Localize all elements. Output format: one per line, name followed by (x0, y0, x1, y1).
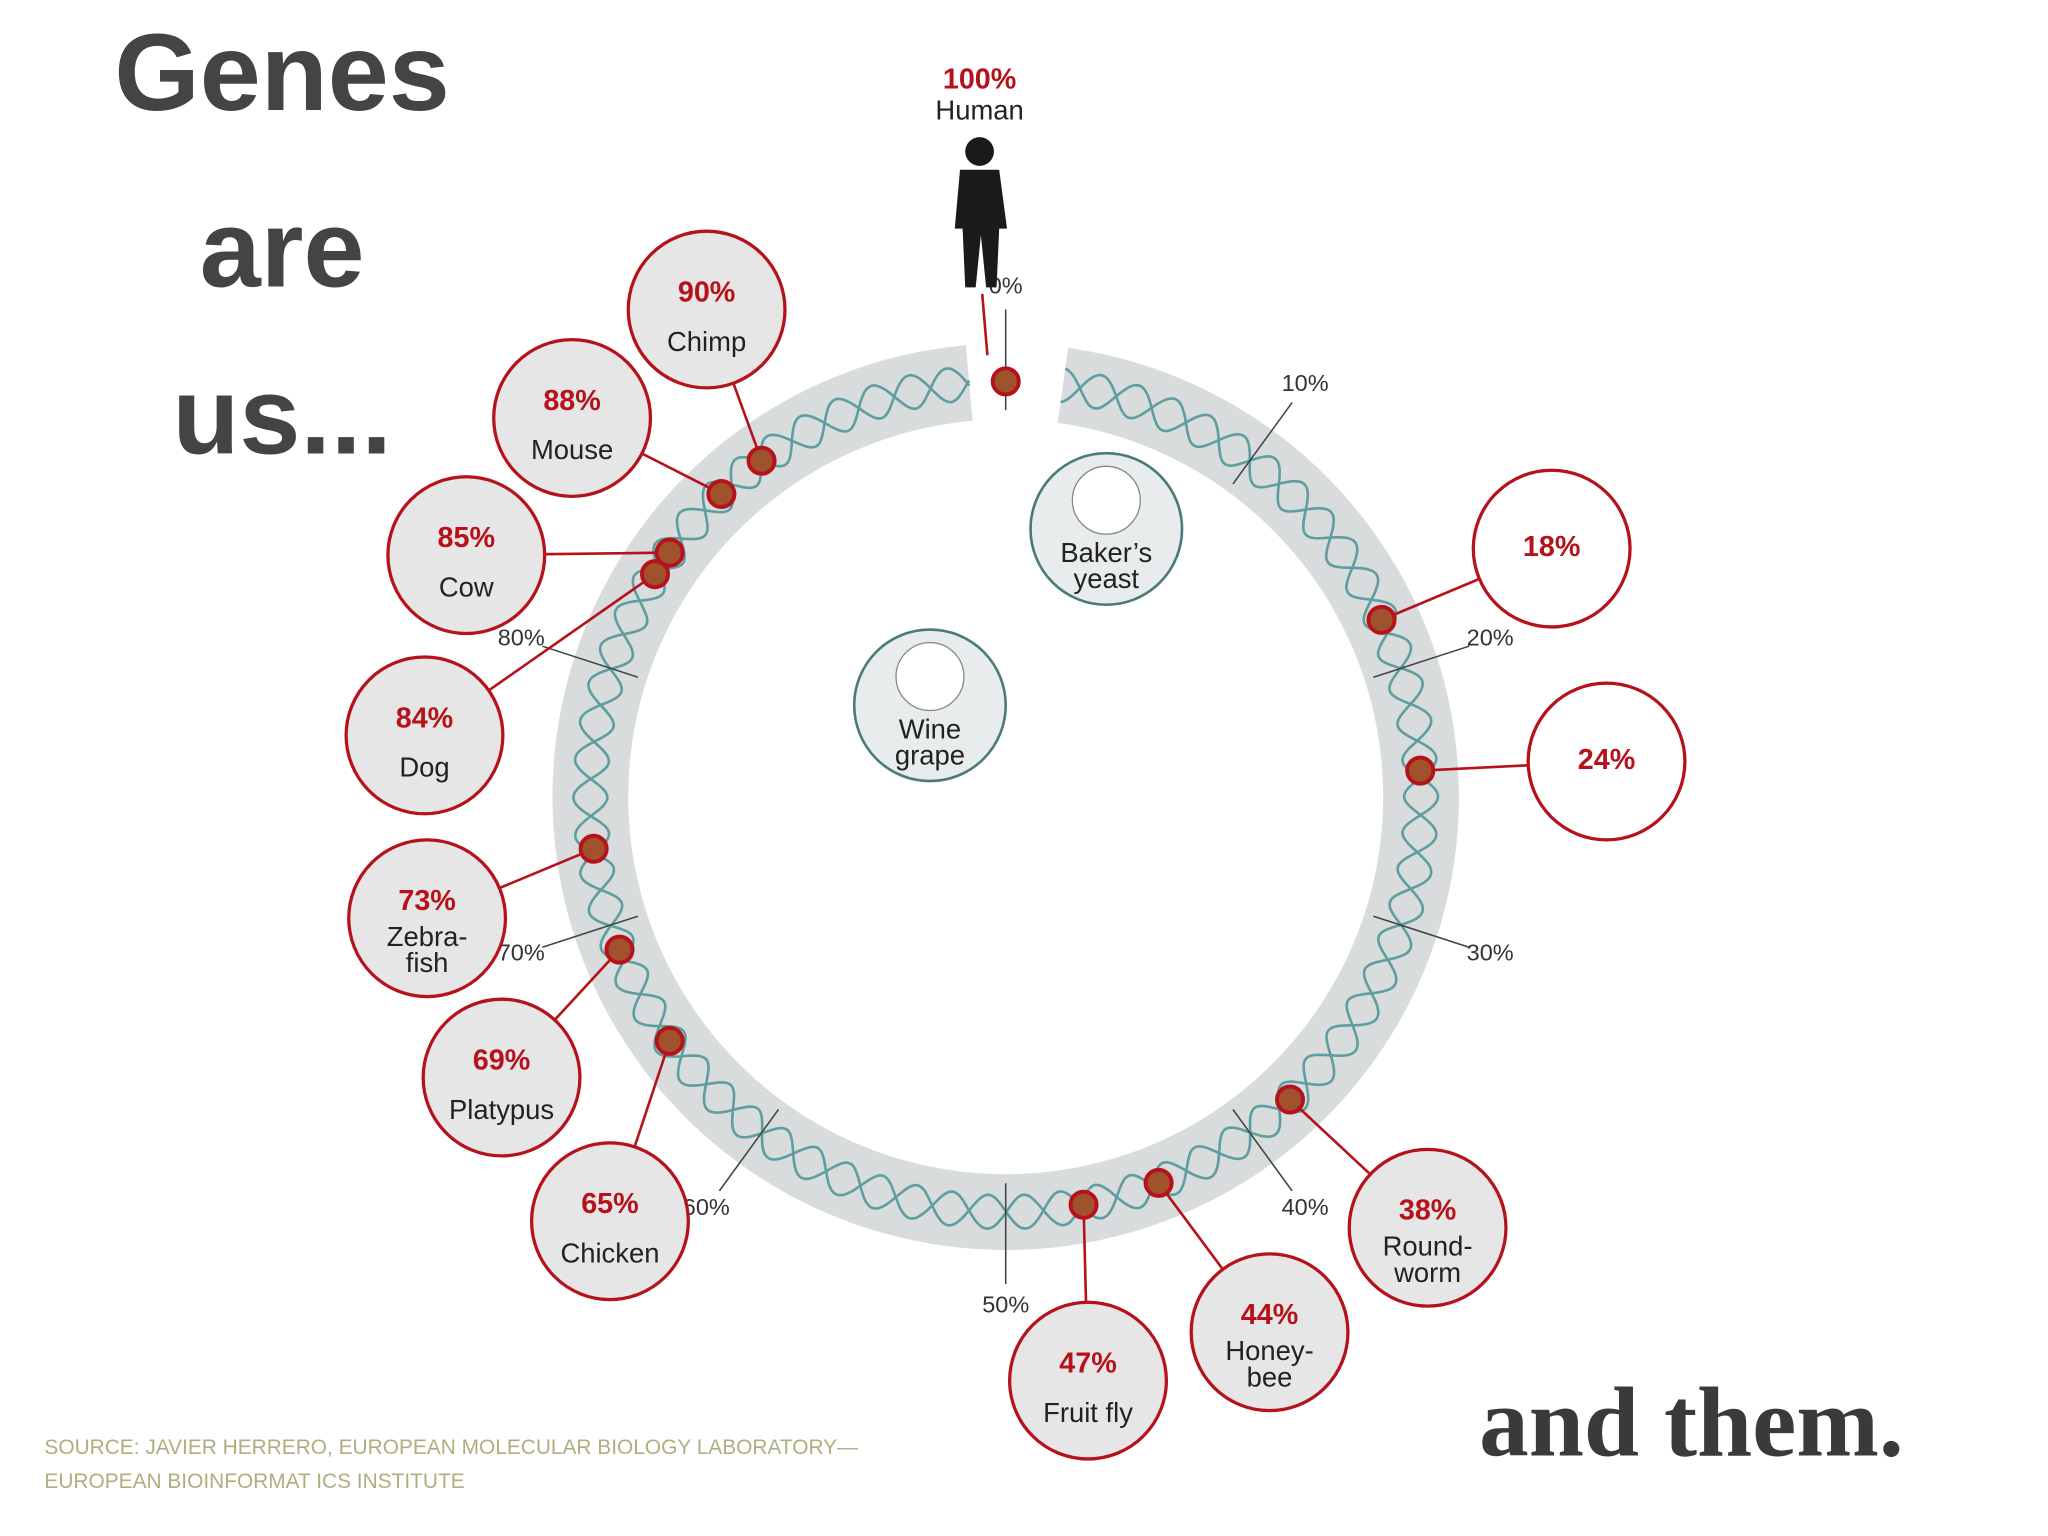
ring-tick (542, 915, 639, 949)
species-percent: 24% (1578, 744, 1635, 776)
species-circle (1008, 1300, 1168, 1461)
title-line: Genes (114, 12, 449, 134)
species-circle (1471, 468, 1632, 629)
marker (640, 559, 671, 590)
marker (1366, 604, 1397, 635)
marker (1068, 1189, 1099, 1220)
species-label: Dog (399, 752, 449, 783)
connector (1381, 577, 1480, 622)
species-label: Chimp (667, 326, 746, 357)
human-figure (954, 137, 1008, 288)
ring-tick-label: 40% (1282, 1194, 1329, 1220)
species-label: Mouse (531, 434, 613, 465)
ring-tick-label: 60% (683, 1194, 730, 1220)
ring-tick-label: 30% (1467, 939, 1514, 965)
connector (553, 948, 621, 1021)
organism-label: Wine grape (895, 714, 965, 771)
connector (633, 1040, 671, 1148)
species-circle (1347, 1147, 1508, 1308)
ring-tick-label: 20% (1467, 625, 1514, 651)
species-percent: 84% (396, 702, 453, 734)
connector (980, 293, 989, 356)
species-circle (421, 997, 582, 1158)
ring-tick-label: 10% (1282, 370, 1329, 396)
species-percent: 88% (543, 385, 600, 417)
source-line: EUROPEAN BIOINFORMAT ICS INSTITUTE (44, 1470, 464, 1493)
marker (746, 445, 777, 476)
ring-tick (1232, 1109, 1293, 1192)
species-label: Fruit fly (1043, 1397, 1133, 1428)
species-label: Platypus (449, 1094, 554, 1125)
species-circle (492, 337, 653, 498)
species-percent: 73% (398, 885, 455, 917)
ring-tick (718, 1109, 780, 1192)
species-circle (386, 475, 547, 636)
connector (1289, 1098, 1372, 1176)
species-label: Chicken (560, 1237, 659, 1268)
ring-tick (1373, 915, 1470, 949)
species-percent: 69% (473, 1044, 530, 1076)
connector (544, 551, 670, 556)
marker (654, 1025, 685, 1056)
species-circle (347, 838, 508, 999)
marker (706, 478, 737, 509)
species-label: Honey-bee (1225, 1335, 1313, 1392)
species-percent: 47% (1059, 1347, 1116, 1379)
species-label: Cow (439, 571, 494, 602)
marker (1275, 1084, 1306, 1115)
species-percent: 18% (1523, 531, 1580, 563)
connector (487, 573, 656, 692)
marker (578, 833, 609, 864)
connector (498, 847, 595, 890)
connector (1082, 1204, 1088, 1303)
species-label: Round-worm (1383, 1231, 1473, 1288)
species-percent: 65% (581, 1188, 638, 1220)
marker (1405, 755, 1436, 786)
species-circle (529, 1141, 690, 1302)
marker (990, 366, 1021, 397)
species-percent: 85% (438, 522, 495, 554)
title-line: us... (172, 355, 391, 477)
marker (604, 934, 635, 965)
marker (1143, 1167, 1174, 1198)
ring-tick (542, 645, 639, 679)
source-line: SOURCE: JAVIER HERRERO, EUROPEAN MOLECUL… (44, 1436, 858, 1459)
subtitle: and them. (1479, 1369, 1904, 1478)
ring-tick-label: 50% (982, 1291, 1029, 1317)
organism-icon (1071, 465, 1141, 535)
organism-label: Baker’s yeast (1060, 537, 1152, 594)
title-line: are (200, 188, 365, 310)
human-percent: 100% (943, 64, 1016, 96)
species-percent: 44% (1241, 1299, 1298, 1331)
ring-tick (1232, 402, 1293, 485)
connector (1420, 764, 1529, 772)
species-percent: 90% (678, 276, 735, 308)
species-circle (1526, 681, 1687, 842)
species-circle (344, 655, 505, 816)
species-circle (626, 229, 787, 390)
species-label: Zebra-fish (387, 921, 468, 978)
ring-tick-label: 70% (498, 939, 545, 965)
marker (654, 537, 685, 568)
organism-icon (895, 641, 965, 712)
ring-tick-label: 80% (498, 625, 545, 651)
species-percent: 38% (1399, 1195, 1456, 1227)
species-circle (1189, 1252, 1350, 1413)
human-label: Human (935, 95, 1023, 126)
connector (1157, 1182, 1224, 1271)
ring-tick (1373, 645, 1470, 679)
